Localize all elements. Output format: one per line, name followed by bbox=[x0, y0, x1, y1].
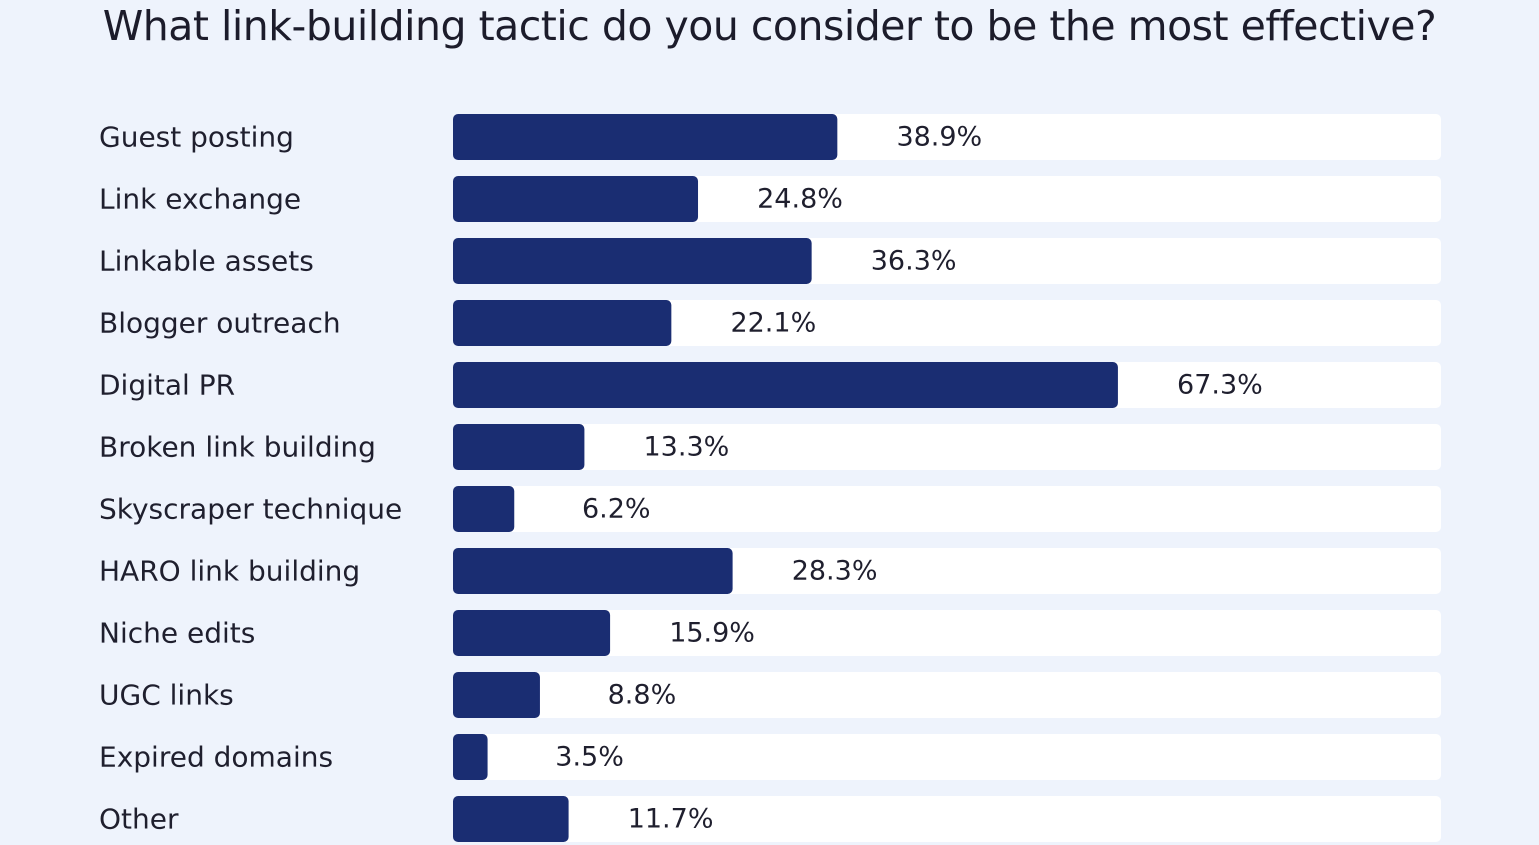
bar-niche-edits bbox=[453, 610, 611, 656]
category-label-other: Other bbox=[99, 803, 179, 836]
category-label-skyscraper-technique: Skyscraper technique bbox=[99, 493, 402, 526]
bar-track-other bbox=[453, 796, 1441, 842]
value-label-broken-link-building: 13.3% bbox=[644, 432, 730, 463]
value-label-haro-link-building: 28.3% bbox=[792, 556, 878, 587]
chart-title: What link-building tactic do you conside… bbox=[102, 2, 1437, 50]
value-label-niche-edits: 15.9% bbox=[669, 618, 755, 649]
category-label-blogger-outreach: Blogger outreach bbox=[99, 307, 341, 340]
value-label-ugc-links: 8.8% bbox=[608, 680, 677, 711]
bar-skyscraper-technique bbox=[453, 486, 515, 532]
bar-track-skyscraper-technique bbox=[453, 486, 1441, 532]
value-label-other: 11.7% bbox=[628, 804, 714, 835]
category-label-guest-posting: Guest posting bbox=[99, 121, 294, 154]
bar-broken-link-building bbox=[453, 424, 585, 470]
value-label-digital-pr: 67.3% bbox=[1177, 370, 1263, 401]
bar-other bbox=[453, 796, 569, 842]
value-label-skyscraper-technique: 6.2% bbox=[582, 494, 651, 525]
category-label-link-exchange: Link exchange bbox=[99, 183, 301, 216]
value-label-linkable-assets: 36.3% bbox=[871, 246, 957, 277]
bar-ugc-links bbox=[453, 672, 540, 718]
category-label-linkable-assets: Linkable assets bbox=[99, 245, 314, 278]
bar-track-link-exchange bbox=[453, 176, 1441, 222]
bar-track-blogger-outreach bbox=[453, 300, 1441, 346]
bar-blogger-outreach bbox=[453, 300, 672, 346]
value-label-blogger-outreach: 22.1% bbox=[730, 308, 816, 339]
category-label-niche-edits: Niche edits bbox=[99, 617, 255, 650]
category-label-expired-domains: Expired domains bbox=[99, 741, 333, 774]
bar-haro-link-building bbox=[453, 548, 733, 594]
category-label-broken-link-building: Broken link building bbox=[99, 431, 376, 464]
category-label-ugc-links: UGC links bbox=[99, 679, 234, 712]
bar-track-broken-link-building bbox=[453, 424, 1441, 470]
bar-link-exchange bbox=[453, 176, 699, 222]
value-label-guest-posting: 38.9% bbox=[896, 122, 982, 153]
bar-guest-posting bbox=[453, 114, 838, 160]
category-label-haro-link-building: HARO link building bbox=[99, 555, 360, 588]
value-label-link-exchange: 24.8% bbox=[757, 184, 843, 215]
bar-digital-pr bbox=[453, 362, 1118, 408]
bar-track-ugc-links bbox=[453, 672, 1441, 718]
category-label-digital-pr: Digital PR bbox=[99, 369, 235, 402]
value-label-expired-domains: 3.5% bbox=[555, 742, 624, 773]
bar-track-niche-edits bbox=[453, 610, 1441, 656]
bar-track-expired-domains bbox=[453, 734, 1441, 780]
bar-expired-domains bbox=[453, 734, 488, 780]
bar-linkable-assets bbox=[453, 238, 812, 284]
